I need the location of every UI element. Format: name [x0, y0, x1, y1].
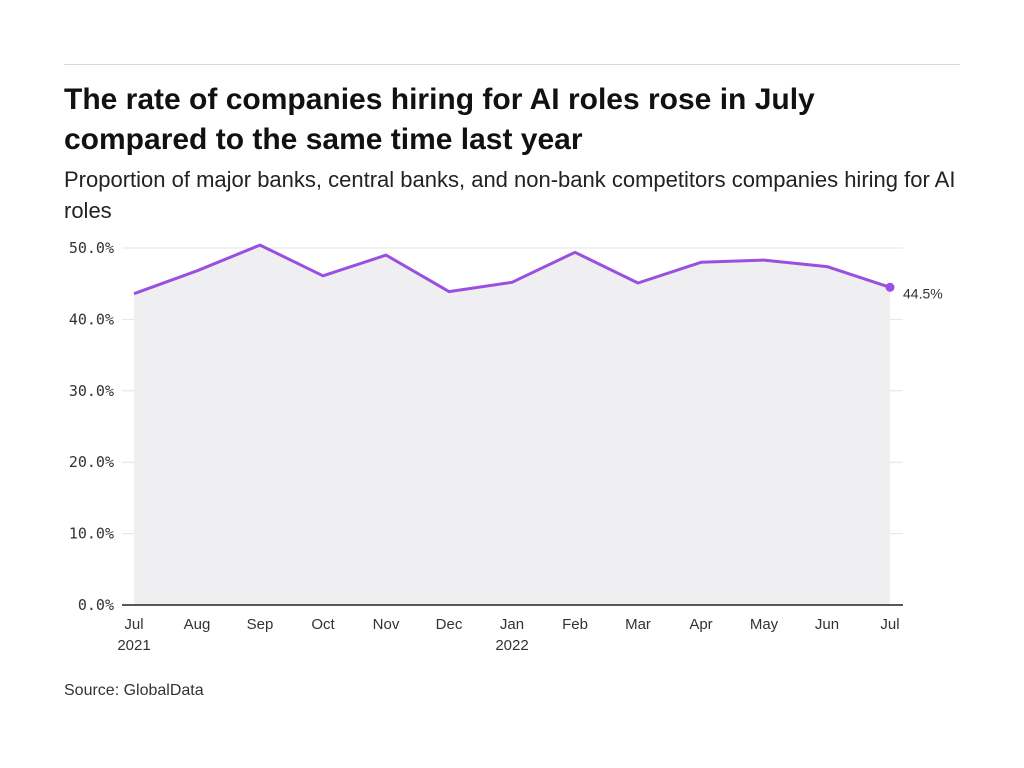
y-tick-label: 20.0% [69, 453, 114, 471]
last-data-point [885, 282, 895, 292]
x-axis-labels: Jul 2021 Aug Sep Oct Nov Dec Jan 2022 Feb Mar Apr Ma… [117, 616, 899, 654]
source-note: Source: GlobalData [64, 682, 204, 699]
x-tick-label: May [750, 616, 779, 633]
x-tick-label: Oct [311, 616, 335, 633]
x-tick-label: Dec [436, 616, 463, 633]
y-tick-label: 50.0% [69, 239, 114, 257]
x-tick-year-label: 2021 [117, 637, 150, 654]
x-tick-label: Jul [124, 616, 143, 633]
y-axis-labels: 0.0% 10.0% 20.0% 30.0% 40.0% 50.0% [69, 239, 114, 614]
x-tick-label: Jan [500, 616, 524, 633]
x-tick-label: Jun [815, 616, 839, 633]
chart-title: The rate of companies hiring for AI role… [64, 83, 815, 156]
x-tick-label: Sep [247, 616, 274, 633]
y-tick-label: 0.0% [78, 596, 114, 614]
x-tick-label: Apr [689, 616, 712, 633]
last-value-label: 44.5% [903, 285, 943, 301]
x-tick-label: Feb [562, 616, 588, 633]
x-tick-label: Nov [373, 616, 400, 633]
series-line [133, 243, 891, 296]
x-tick-label: Aug [184, 616, 211, 633]
x-tick-year-label: 2022 [495, 637, 528, 654]
x-tick-label: Mar [625, 616, 651, 633]
y-tick-label: 10.0% [69, 525, 114, 543]
top-divider [64, 64, 960, 65]
x-tick-label: Jul [880, 616, 899, 633]
y-tick-label: 40.0% [69, 310, 114, 328]
chart-subtitle: Proportion of major banks, central banks… [64, 167, 956, 223]
y-tick-label: 30.0% [69, 382, 114, 400]
area-fill [134, 245, 890, 605]
